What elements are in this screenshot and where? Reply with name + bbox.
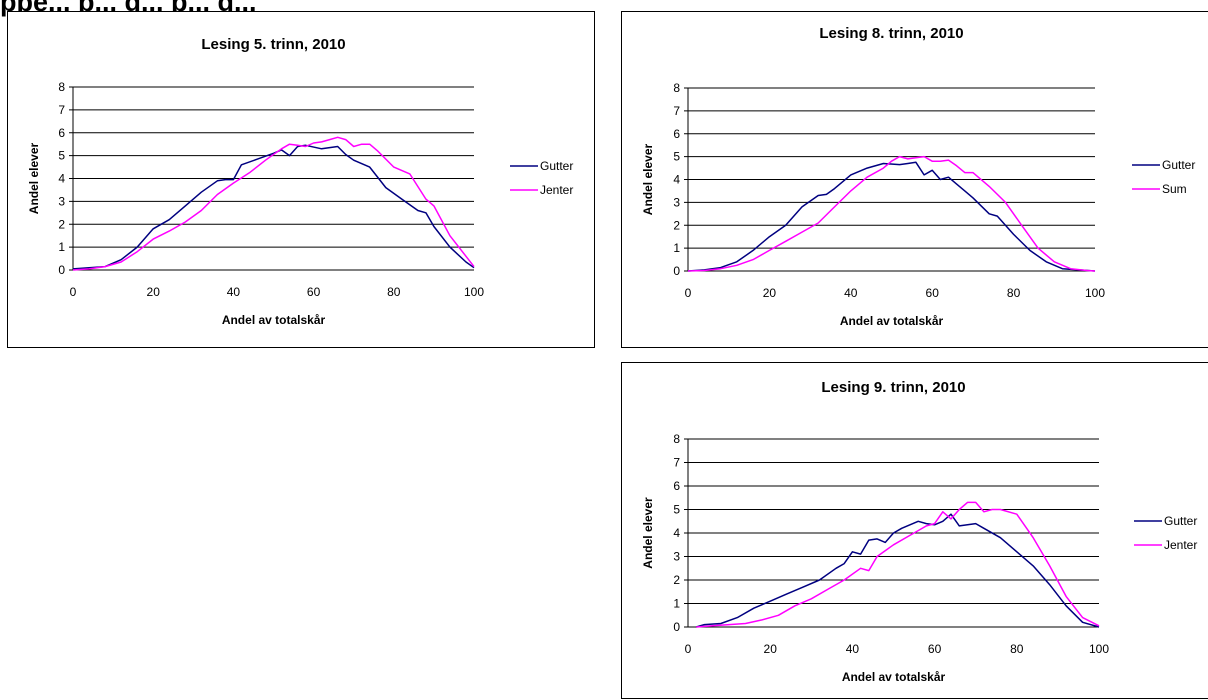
- y-tick-label: 3: [673, 195, 680, 209]
- series-line-gutter: [72, 144, 475, 270]
- legend-label: Sum: [1162, 182, 1187, 196]
- y-axis-label: Andel elever: [641, 143, 655, 215]
- chart-title: Lesing 5. trinn, 2010: [201, 36, 345, 53]
- y-tick-label: 6: [673, 127, 680, 141]
- y-tick-label: 6: [673, 479, 680, 493]
- y-axis-label: Andel elever: [27, 142, 41, 214]
- y-tick-label: 7: [58, 103, 65, 117]
- x-tick-label: 20: [763, 286, 777, 300]
- y-tick-label: 4: [58, 172, 65, 186]
- y-tick-label: 4: [673, 173, 680, 187]
- x-tick-label: 80: [1007, 286, 1021, 300]
- y-tick-label: 8: [58, 80, 65, 94]
- y-tick-label: 3: [673, 550, 680, 564]
- y-tick-label: 2: [673, 218, 680, 232]
- x-axis-label: Andel av totalskår: [842, 670, 946, 684]
- series-line-jenter: [72, 136, 475, 271]
- x-tick-label: 60: [928, 642, 942, 656]
- chart-panel-8-trinn: Lesing 8. trinn, 2010 0 1 2 3 4 5 6 7 8 0 20 40 60 80 1…: [621, 11, 1208, 348]
- y-tick-label: 5: [58, 149, 65, 163]
- chart-panel-5-trinn: Lesing 5. trinn, 2010 0 1 2 3 4 5 6 7 8 0 20 40 60 80 1…: [7, 11, 595, 348]
- legend-label: Gutter: [540, 159, 573, 173]
- y-tick-label: 0: [673, 620, 680, 634]
- legend-label: Jenter: [1164, 538, 1197, 552]
- chart-title: Lesing 9. trinn, 2010: [821, 379, 965, 396]
- chart-title: Lesing 8. trinn, 2010: [819, 25, 963, 42]
- y-tick-label: 1: [58, 240, 65, 254]
- x-tick-label: 100: [1085, 286, 1105, 300]
- y-tick-label: 6: [58, 126, 65, 140]
- y-tick-label: 2: [58, 217, 65, 231]
- series-line-gutter: [687, 161, 1096, 272]
- x-tick-label: 60: [307, 285, 321, 299]
- x-tick-label: 40: [227, 285, 241, 299]
- x-tick-label: 20: [147, 285, 161, 299]
- x-tick-label: 80: [387, 285, 401, 299]
- y-tick-label: 7: [673, 104, 680, 118]
- y-tick-label: 3: [58, 194, 65, 208]
- x-tick-label: 80: [1010, 642, 1024, 656]
- series-line-jenter: [696, 501, 1100, 628]
- x-axis-label: Andel av totalskår: [840, 314, 944, 328]
- y-axis-label: Andel elever: [641, 497, 655, 569]
- y-tick-label: 0: [58, 263, 65, 277]
- x-tick-label: 60: [926, 286, 940, 300]
- x-tick-label: 0: [685, 286, 692, 300]
- x-tick-label: 100: [1089, 642, 1109, 656]
- y-tick-label: 5: [673, 150, 680, 164]
- y-tick-label: 1: [673, 597, 680, 611]
- y-tick-label: 5: [673, 503, 680, 517]
- series-line-gutter: [695, 513, 1100, 628]
- chart-panel-9-trinn: Lesing 9. trinn, 2010 0 1 2 3 4 5 6 7 8 0 20 40 60 80 1…: [621, 362, 1208, 699]
- y-tick-label: 1: [673, 241, 680, 255]
- series-line-sum: [687, 155, 1096, 272]
- x-tick-label: 40: [844, 286, 858, 300]
- x-tick-label: 40: [846, 642, 860, 656]
- y-tick-label: 4: [673, 526, 680, 540]
- x-tick-label: 0: [685, 642, 692, 656]
- x-tick-label: 100: [464, 285, 484, 299]
- y-tick-label: 2: [673, 573, 680, 587]
- y-tick-label: 8: [673, 432, 680, 446]
- x-tick-label: 20: [764, 642, 778, 656]
- legend-label: Jenter: [540, 183, 573, 197]
- y-tick-label: 7: [673, 456, 680, 470]
- y-tick-label: 8: [673, 81, 680, 95]
- x-axis-label: Andel av totalskår: [222, 313, 326, 327]
- legend-label: Gutter: [1164, 514, 1197, 528]
- legend-label: Gutter: [1162, 158, 1195, 172]
- x-tick-label: 0: [70, 285, 77, 299]
- y-tick-label: 0: [673, 264, 680, 278]
